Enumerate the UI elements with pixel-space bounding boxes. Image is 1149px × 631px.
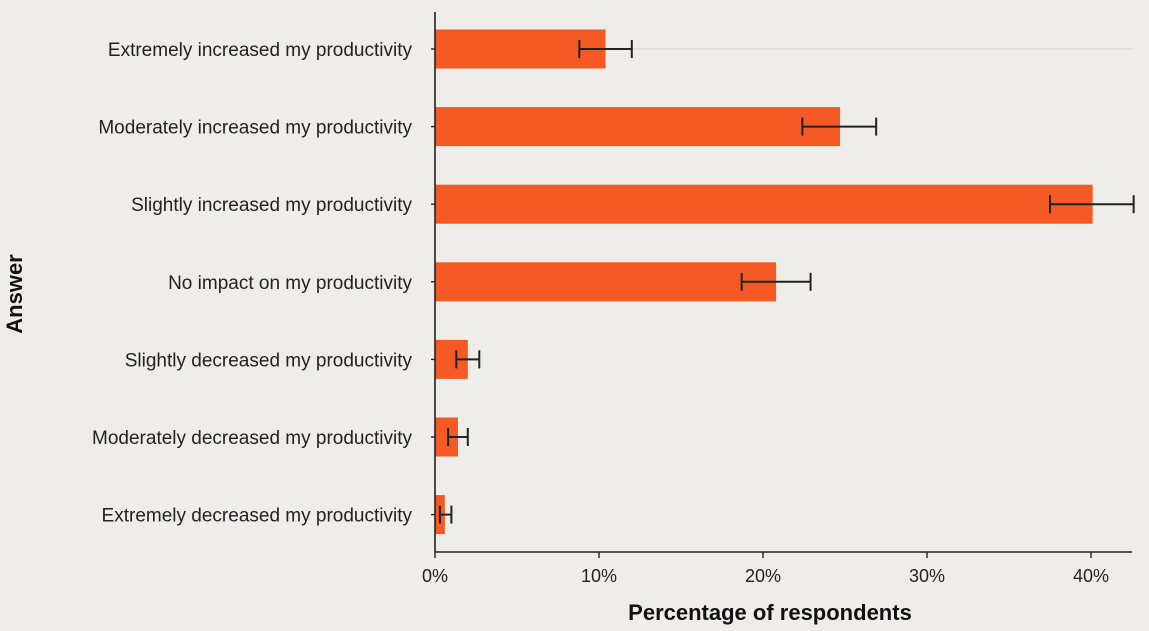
error-bars-layer <box>438 40 1135 524</box>
category-label: Slightly decreased my productivity <box>125 350 413 371</box>
bar <box>435 107 841 147</box>
x-axis-title: Percentage of respondents <box>628 600 912 625</box>
bar <box>435 184 1093 224</box>
bar <box>435 29 606 69</box>
error-bar <box>1049 195 1135 214</box>
category-label: Slightly increased my productivity <box>131 195 412 216</box>
x-tick-label: 30% <box>909 566 945 586</box>
x-ticks-layer: 0% 10% 20% 30% 40% <box>422 48 1109 586</box>
bar <box>435 417 458 457</box>
x-tick-label: 20% <box>745 566 781 586</box>
category-label: Moderately decreased my productivity <box>92 428 412 449</box>
error-bar <box>578 40 633 58</box>
category-label: Moderately increased my productivity <box>98 118 412 139</box>
category-label: Extremely decreased my productivity <box>102 506 413 527</box>
category-label: No impact on my productivity <box>168 273 412 294</box>
category-labels-layer: Extremely increased my productivity Moder… <box>92 40 412 527</box>
x-tick-label: 10% <box>581 566 617 586</box>
error-bar <box>438 505 453 524</box>
error-bar <box>447 428 469 446</box>
error-bar <box>740 272 812 291</box>
error-bar <box>455 350 481 369</box>
bars-layer <box>435 29 1093 535</box>
bar <box>435 262 777 302</box>
x-tick-label: 0% <box>422 566 448 586</box>
error-bar <box>801 117 878 136</box>
x-tick-label: 40% <box>1073 566 1109 586</box>
y-axis-title: Answer <box>2 254 27 334</box>
category-label: Extremely increased my productivity <box>108 40 413 61</box>
